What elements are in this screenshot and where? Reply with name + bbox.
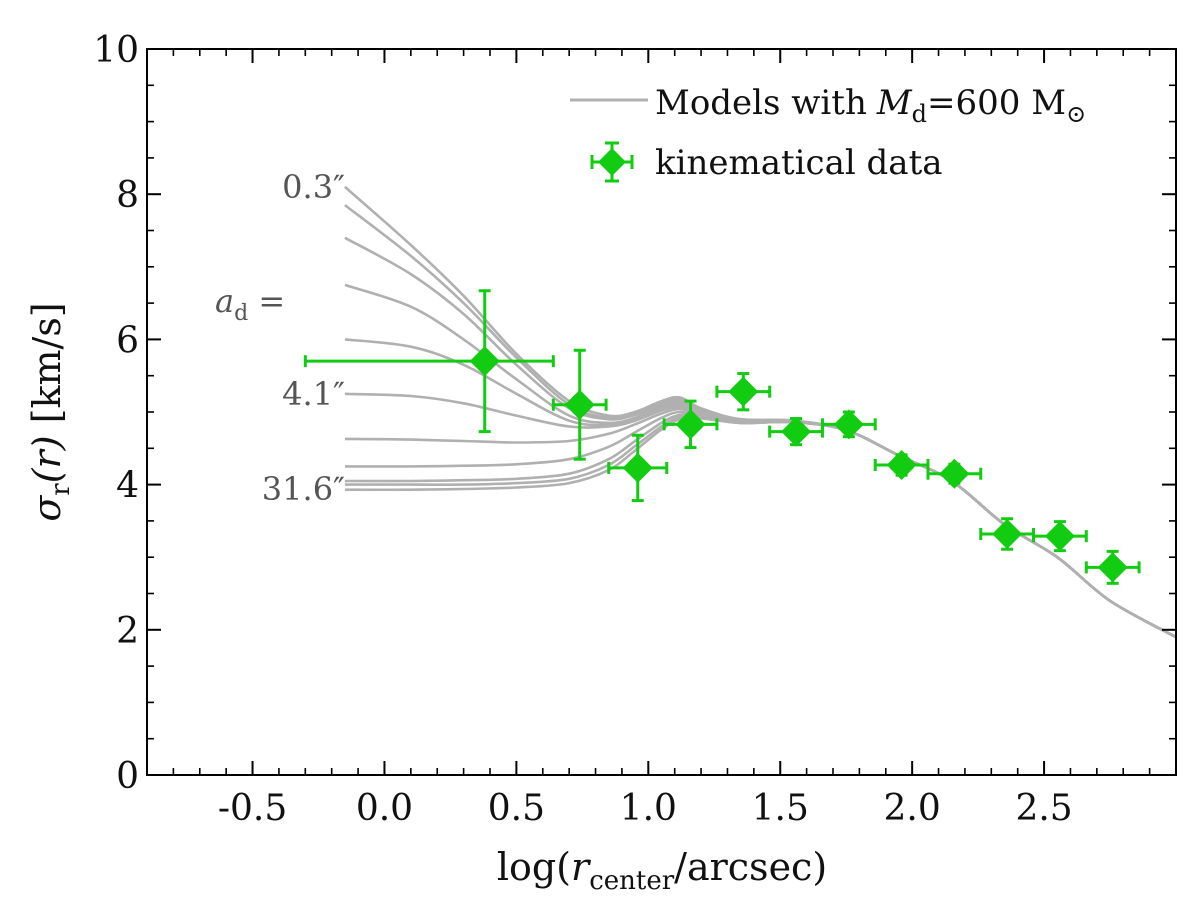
y-axis-title-arg: (r)	[25, 435, 69, 483]
x-axis-title-var: r	[571, 845, 592, 889]
data-point-11	[1032, 520, 1088, 553]
data-point-marker	[675, 409, 706, 440]
axis-ticks	[147, 48, 1176, 776]
data-point-marker	[781, 416, 812, 447]
data-point-marker	[728, 376, 759, 407]
x-tick-label: 0.5	[488, 788, 545, 829]
legend-errorbar-swatch	[590, 141, 634, 183]
data-point-6	[768, 416, 824, 447]
data-point-9	[926, 458, 983, 489]
y-tick-label: 8	[116, 175, 139, 216]
y-tick-label: 4	[116, 466, 139, 507]
x-tick-label: 1.0	[620, 788, 677, 829]
x-tick-label: 0.0	[356, 788, 413, 829]
x-axis-title-sub: center	[589, 866, 675, 896]
legend-data-label: kinematical data	[655, 143, 943, 183]
y-tick-label: 0	[116, 756, 139, 797]
curve-label-ad-eq: =	[248, 282, 285, 320]
x-tick-label: 2.0	[884, 788, 941, 829]
data-points	[303, 289, 1141, 585]
legend-models-text: Models with	[655, 83, 867, 123]
x-axis-title-suffix: /arcsec)	[674, 845, 827, 889]
data-point-marker	[886, 449, 917, 480]
data-point-marker	[833, 409, 864, 440]
data-point-marker	[939, 458, 970, 489]
curve-label-ad-sub: d	[234, 301, 248, 326]
curve-label-bottom: 31.6″	[262, 470, 345, 508]
data-point-4	[662, 399, 719, 450]
legend: Models with Md=600 M⊙ kinematical data	[570, 83, 1086, 183]
data-point-marker	[1044, 521, 1075, 552]
data-point-8	[873, 449, 930, 480]
data-point-1	[303, 289, 555, 434]
tick-labels: -0.5 0.0 0.5 1.0 1.5 2.0 2.5 0 2 4 6 8 10	[93, 30, 1073, 829]
data-point-marker	[992, 518, 1023, 549]
curve-label-mid: 4.1″	[282, 375, 345, 413]
x-axis-title: log(rcenter/arcsec)	[497, 845, 827, 896]
data-point-marker	[564, 389, 595, 420]
y-tick-label: 2	[116, 611, 139, 652]
legend-models-rest: =600 M	[927, 83, 1066, 123]
data-point-marker	[1097, 552, 1128, 583]
data-point-7	[820, 409, 877, 440]
x-tick-label: 1.5	[752, 788, 809, 829]
curve-label-top: 0.3″	[282, 168, 345, 206]
curve-label-ad: ad =	[215, 282, 285, 326]
y-axis-title-unit: [km/s]	[25, 302, 69, 435]
legend-models-math: M	[876, 83, 913, 123]
data-point-5	[715, 372, 772, 412]
data-point-12	[1084, 549, 1141, 585]
legend-models-label: Models with Md=600 M⊙	[655, 83, 1086, 128]
y-tick-label: 10	[93, 30, 139, 71]
curve-label-ad-symbol: a	[215, 282, 234, 320]
y-axis-title-sym: σ	[25, 495, 69, 522]
x-tick-label: -0.5	[218, 788, 287, 829]
x-tick-label: 2.5	[1015, 788, 1072, 829]
legend-models-sun: ⊙	[1066, 100, 1086, 128]
data-point-2	[551, 348, 608, 461]
data-point-marker	[469, 346, 500, 377]
y-tick-label: 6	[116, 320, 139, 361]
y-axis-title-sub: r	[46, 483, 76, 496]
data-point-marker	[622, 452, 653, 483]
plot-frame	[146, 48, 1177, 776]
y-axis-title: σr(r) [km/s]	[25, 302, 76, 521]
x-axis-title-prefix: log(	[497, 845, 571, 889]
legend-diamond-marker	[598, 148, 626, 176]
legend-models-sub: d	[912, 100, 927, 128]
data-point-3	[607, 433, 669, 503]
